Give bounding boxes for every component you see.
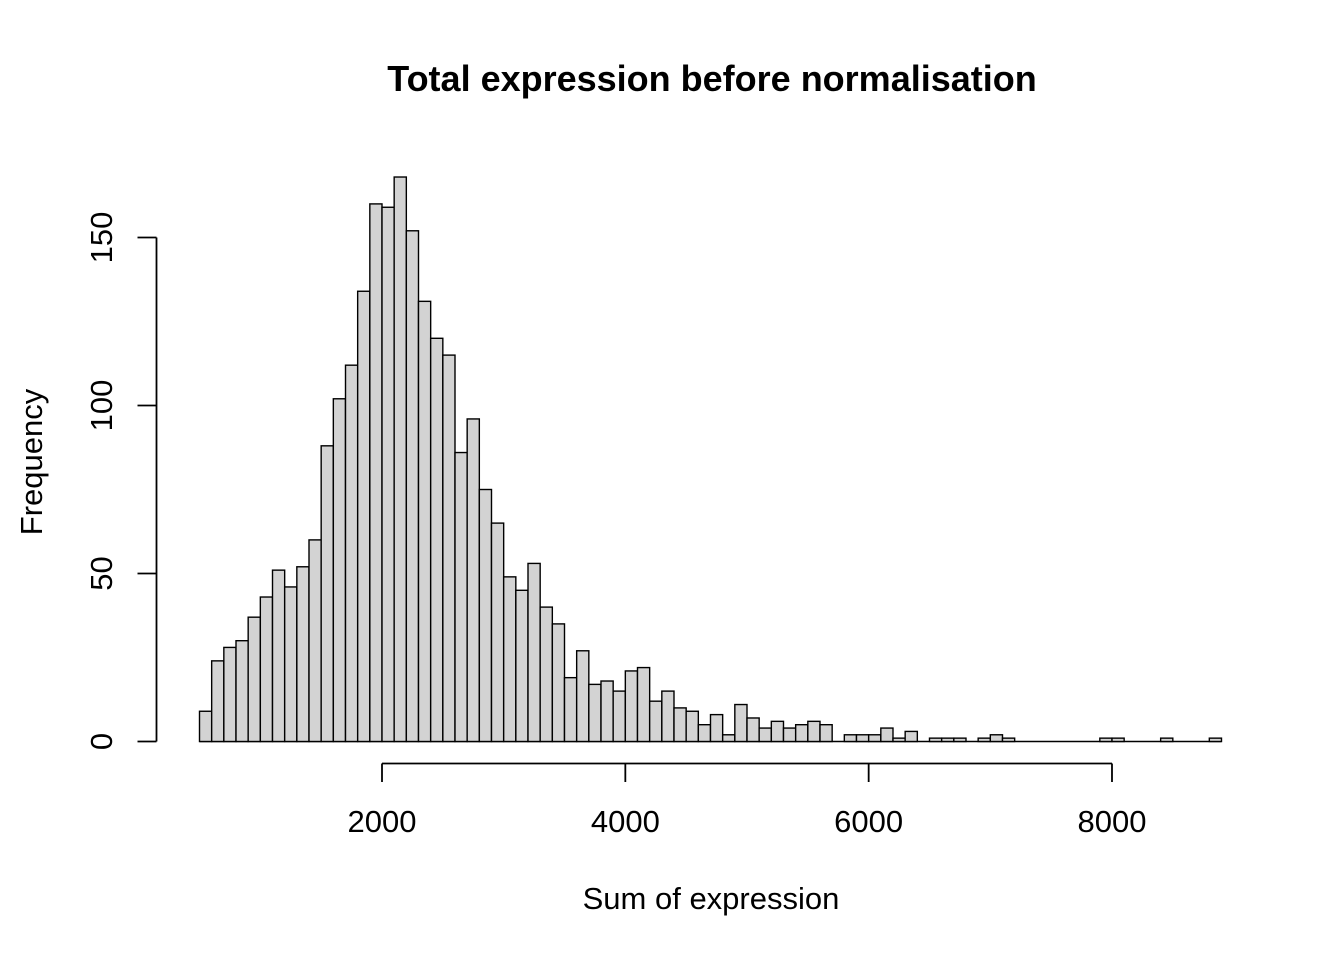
x-tick-label: 6000: [834, 804, 903, 839]
histogram-bar: [892, 737, 906, 743]
histogram-bar: [600, 680, 614, 743]
histogram-bar: [247, 616, 262, 743]
y-tick-label: 50: [84, 556, 119, 590]
histogram-bar: [697, 724, 712, 743]
histogram-bar: [928, 737, 943, 743]
histogram-bar: [454, 451, 468, 743]
histogram-bar: [539, 606, 554, 743]
histogram-bar: [648, 700, 663, 743]
histogram-bar: [819, 724, 833, 743]
histogram-bar: [904, 730, 919, 743]
histogram-bar: [588, 683, 602, 743]
histogram-bar: [198, 710, 213, 743]
histogram-bar: [940, 737, 955, 743]
histogram-bar: [867, 734, 882, 743]
axes: 0 50 100 150 2000 4000 6000 8000: [84, 212, 1146, 839]
histogram-bar: [369, 203, 383, 743]
histogram-bar: [405, 230, 420, 743]
histogram-bar: [709, 713, 724, 743]
histogram-bar: [1111, 737, 1125, 743]
histogram-bar: [417, 300, 432, 743]
histogram-bar: [259, 596, 274, 743]
histogram-bar: [855, 734, 870, 743]
histogram-bar: [807, 720, 821, 743]
histogram-bar: [551, 623, 566, 743]
x-tick-label: 2000: [348, 804, 417, 839]
histogram-bars: [198, 176, 1223, 743]
histogram-bar: [734, 703, 748, 743]
x-axis-label: Sum of expression: [583, 881, 840, 916]
histogram-bar: [308, 539, 322, 743]
histogram-bar: [746, 717, 760, 743]
histogram-bar: [782, 727, 797, 743]
histogram-bar: [332, 398, 347, 743]
histogram-bar: [1159, 737, 1174, 743]
histogram-bar: [563, 676, 578, 743]
x-tick-label: 4000: [591, 804, 660, 839]
histogram-bar: [794, 724, 809, 743]
histogram-bar: [624, 670, 639, 743]
histogram-bar: [977, 737, 992, 743]
histogram-bar: [223, 646, 237, 743]
histogram-bar: [356, 290, 371, 743]
histogram-bar: [685, 710, 700, 743]
histogram-bar: [296, 566, 310, 743]
histogram-bar: [636, 666, 651, 743]
histogram-bar: [989, 734, 1004, 743]
histogram-bar: [381, 206, 395, 743]
histogram-bar: [478, 488, 493, 743]
histogram-bar: [344, 364, 359, 743]
histogram-bar: [661, 690, 675, 743]
histogram-bar: [442, 354, 456, 743]
histogram-bar: [1099, 737, 1113, 743]
chart-title: Total expression before normalisation: [387, 58, 1036, 99]
histogram-bar: [880, 727, 894, 743]
histogram-bar: [283, 586, 298, 743]
histogram-bar: [235, 640, 249, 743]
histogram-bar: [843, 734, 858, 743]
y-axis-label: Frequency: [14, 388, 49, 535]
histogram-bar: [466, 418, 481, 743]
histogram-bar: [575, 650, 590, 743]
histogram-bar: [515, 589, 529, 743]
histogram-bar: [1208, 737, 1223, 743]
histogram-bar: [271, 569, 286, 743]
histogram-bar: [770, 720, 785, 743]
histogram-bar: [953, 737, 967, 743]
y-tick-label: 150: [84, 212, 119, 264]
x-tick-label: 8000: [1078, 804, 1147, 839]
histogram-bar: [721, 734, 736, 743]
histogram-bar: [1001, 737, 1016, 743]
y-tick-label: 0: [84, 733, 119, 750]
histogram-bar: [502, 576, 517, 743]
histogram-bar: [210, 660, 225, 743]
histogram-bar: [490, 522, 505, 743]
histogram-bar: [320, 445, 335, 743]
histogram-bar: [527, 562, 541, 743]
histogram-bar: [393, 176, 408, 743]
histogram-bar: [429, 337, 444, 743]
y-tick-label: 100: [84, 380, 119, 432]
histogram-bar: [758, 727, 773, 743]
histogram-bar: [673, 707, 687, 743]
histogram-bar: [612, 690, 627, 743]
